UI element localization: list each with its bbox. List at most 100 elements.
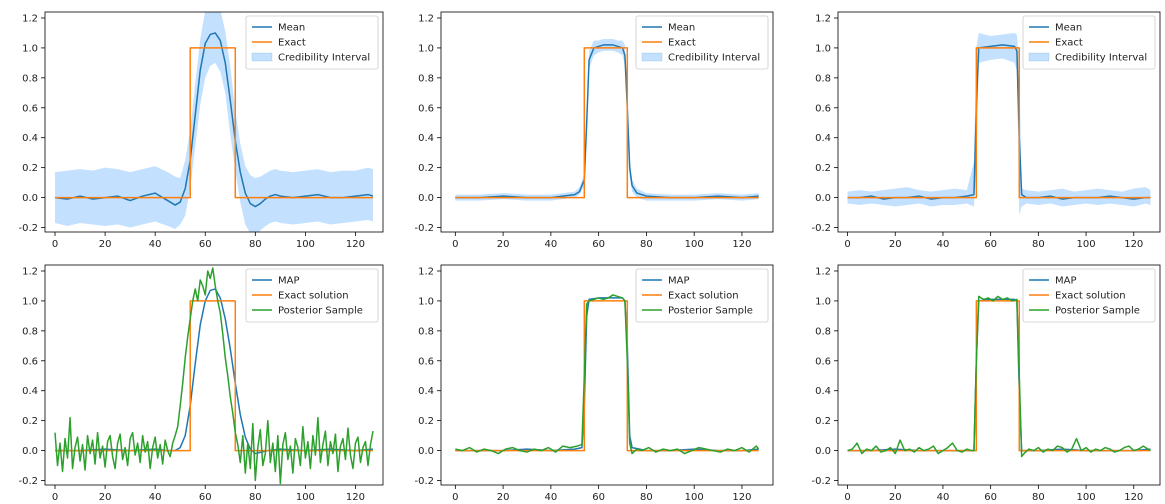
x-tick-label: 60 [984,239,997,250]
y-tick-label: 0.6 [815,356,831,367]
series-line-exact [847,47,1151,199]
y-tick-label: 0.8 [815,73,831,84]
legend-label: Posterior Sample [278,306,363,317]
y-tick-label: -0.2 [414,223,434,234]
legend-label: Exact solution [668,291,739,302]
x-tick-label: 60 [199,492,212,503]
y-tick-label: 0.8 [418,73,434,84]
y-tick-label: 0.2 [22,163,38,174]
y-tick-label: 1.0 [815,296,831,307]
series-line-exact-solution [455,300,759,452]
chart-top-left: 0 20 40 60 80 100 120 -0.2 0.0 0.2 0.4 0.6 0.8 1.0 1.2… [18,11,384,250]
series-line-exact [55,47,373,199]
y-tick-label: 1.2 [815,13,831,24]
y-tick-label: -0.2 [811,476,831,487]
axes-frame [837,264,1161,486]
y-tick-label: 0.2 [418,163,434,174]
x-tick-label: 120 [732,239,751,250]
y-tick-label: 1.2 [418,266,434,277]
legend-label: Posterior Sample [668,306,753,317]
x-tick-label: 80 [1032,492,1045,503]
legend-label: Exact [1055,38,1083,49]
legend: Mean Exact Credibility Interval [635,15,769,70]
y-tick-label: 1.2 [22,266,38,277]
legend-swatch-band [251,52,273,62]
x-tick-label: 120 [1124,239,1143,250]
y-tick-label: 0.8 [22,326,38,337]
plot-area [847,32,1151,216]
y-tick-label: 0.8 [418,326,434,337]
y-tick-label: 0.0 [22,193,38,204]
series-line-posterior-sample [455,294,760,455]
y-tick-label: -0.2 [18,476,38,487]
y-tick-label: -0.2 [18,223,38,234]
legend-box [635,15,769,70]
x-tick-label: 40 [937,239,950,250]
x-tick-label: 40 [937,492,950,503]
x-tick-label: 80 [1032,239,1045,250]
legend-label: Exact [278,38,306,49]
series-line-posterior-sample [847,295,1151,458]
x-tick-label: 60 [592,239,605,250]
x-tick-label: 80 [640,239,653,250]
legend: Mean Exact Credibility Interval [245,15,379,70]
y-tick-label: 0.4 [22,386,38,397]
legend-box [245,268,379,323]
x-tick-label: 20 [497,239,510,250]
legend-box [1022,15,1156,70]
y-tick-label: 1.0 [418,43,434,54]
legend-label: Mean [668,23,695,34]
y-tick-label: 1.0 [815,43,831,54]
y-tick-label: 0.0 [815,446,831,457]
legend-label: Credibility Interval [278,53,370,64]
x-tick-label: 20 [99,492,112,503]
x-tick-label: 20 [99,239,112,250]
x-tick-label: 0 [52,239,58,250]
axes-frame [44,264,384,486]
y-tick-label: 1.0 [22,43,38,54]
legend-label: MAP [668,276,690,287]
legend-label: Credibility Interval [668,53,760,64]
legend-label: Posterior Sample [1055,306,1140,317]
legend-label: Mean [1055,23,1082,34]
plot-area [54,12,374,232]
y-tick-label: 0.0 [22,446,38,457]
chart-bottom-right: 0 20 40 60 80 100 120 -0.2 0.0 0.2 0.4 0.6 0.8 1.0 1.2… [811,264,1161,503]
x-tick-label: 0 [52,492,58,503]
x-tick-label: 80 [249,492,262,503]
legend: MAP Exact solution Posterior Sample [1022,268,1156,323]
x-tick-label: 0 [452,239,458,250]
y-tick-label: 0.6 [418,356,434,367]
y-tick-label: 0.4 [418,133,434,144]
y-tick-label: 1.2 [418,13,434,24]
y-tick-label: 1.0 [418,296,434,307]
legend-swatch-band [641,52,663,62]
series-line-exact [455,47,759,199]
y-tick-label: 0.8 [22,73,38,84]
y-tick-label: 0.4 [418,386,434,397]
chart-bottom-middle: 0 20 40 60 80 100 120 -0.2 0.0 0.2 0.4 0.6 0.8 1.0 1.2… [414,264,774,503]
legend-box [635,268,769,323]
y-tick-label: 0.4 [22,133,38,144]
plot-area [455,38,759,201]
x-tick-label: 100 [296,239,315,250]
legend-swatch-band [1028,52,1050,62]
series-line-exact-solution [847,300,1151,452]
axes-frame [44,11,384,233]
y-tick-label: 0.6 [22,356,38,367]
y-tick-label: 0.0 [815,193,831,204]
y-tick-label: 0.0 [418,193,434,204]
y-tick-label: 1.2 [22,13,38,24]
y-tick-label: 0.2 [815,163,831,174]
x-tick-label: 20 [497,492,510,503]
chart-top-middle: 0 20 40 60 80 100 120 -0.2 0.0 0.2 0.4 0.6 0.8 1.0 1.2… [414,11,774,250]
series-line-exact-solution [55,300,373,452]
legend-label: Credibility Interval [1055,53,1147,64]
chart-bottom-left: 0 20 40 60 80 100 120 -0.2 0.0 0.2 0.4 0.6 0.8 1.0 1.2… [18,264,384,503]
legend-label: MAP [278,276,300,287]
series-credibility-band [55,12,373,232]
x-tick-label: 60 [199,239,212,250]
plot-area [455,294,760,455]
y-tick-label: 0.6 [22,103,38,114]
chart-top-right: 0 20 40 60 80 100 120 -0.2 0.0 0.2 0.4 0.6 0.8 1.0 1.2… [811,11,1161,250]
